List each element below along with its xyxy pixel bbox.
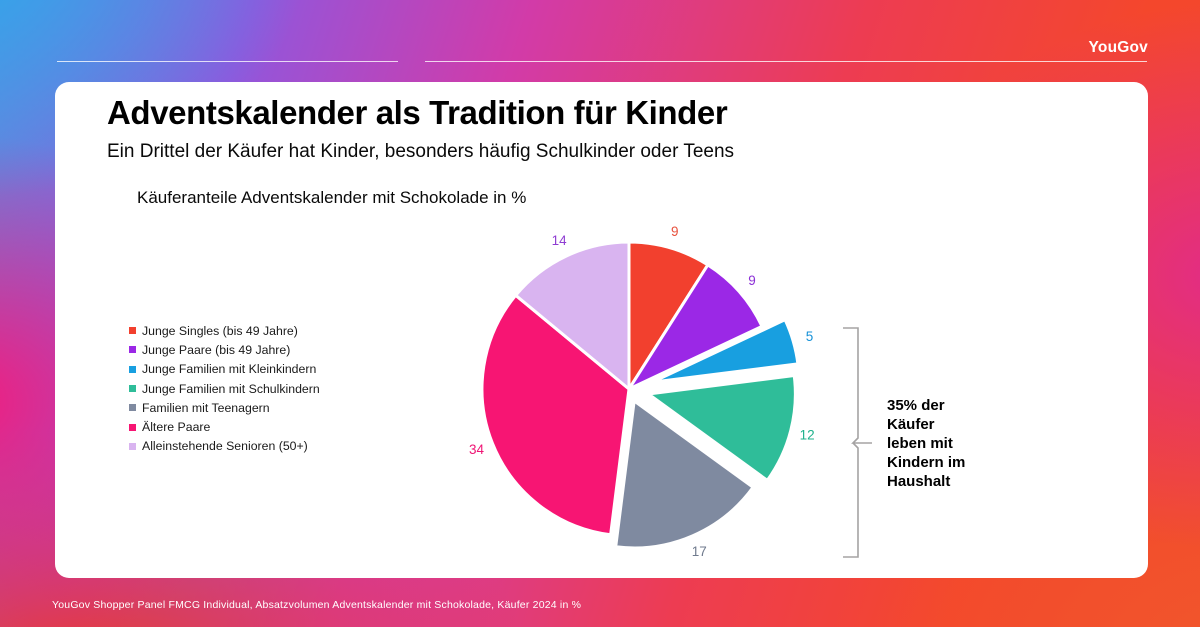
header-divider-left — [57, 61, 398, 62]
legend-label: Junge Familien mit Kleinkindern — [142, 362, 317, 377]
legend-item: Junge Familien mit Schulkindern — [129, 379, 320, 398]
yougov-logo: YouGov — [1088, 39, 1148, 56]
legend-label: Familien mit Teenagern — [142, 400, 270, 415]
legend-item: Junge Familien mit Kleinkindern — [129, 360, 320, 379]
pie-slice-value: 9 — [748, 273, 756, 288]
legend-item: Familien mit Teenagern — [129, 398, 320, 417]
pie-slice-value: 14 — [552, 233, 568, 248]
legend-swatch — [129, 346, 136, 354]
pie-slice — [627, 240, 710, 395]
source-note: YouGov Shopper Panel FMCG Individual, Ab… — [52, 599, 582, 611]
legend-item: Junge Singles (bis 49 Jahre) — [129, 321, 320, 340]
legend-label: Junge Paare (bis 49 Jahre) — [142, 342, 291, 357]
legend-swatch — [129, 385, 136, 393]
content-card: Adventskalender als Tradition für Kinder… — [55, 82, 1148, 578]
pie-slice — [513, 240, 631, 393]
pie-slice — [624, 262, 764, 393]
legend-swatch — [129, 423, 136, 431]
pie-slice — [614, 398, 756, 550]
legend-label: Alleinstehende Senioren (50+) — [142, 439, 308, 454]
pie-slice-value: 34 — [469, 442, 485, 457]
header-divider-right — [425, 61, 1147, 62]
legend-item: Junge Paare (bis 49 Jahre) — [129, 340, 320, 359]
pie-chart-area: 9 9 5 12 17 34 14 — [420, 200, 880, 578]
brace-bracket — [843, 327, 872, 558]
pie-chart: 9 9 5 12 17 34 14 — [469, 224, 815, 559]
pie-slice-value: 9 — [671, 224, 679, 239]
pie-slice-value: 12 — [800, 427, 815, 442]
legend-label: Ältere Paare — [142, 420, 211, 435]
pie-slice — [651, 317, 800, 384]
legend-label: Junge Singles (bis 49 Jahre) — [142, 323, 298, 338]
pie-slice — [480, 293, 631, 537]
legend-swatch — [129, 442, 136, 450]
pie-slice-value: 5 — [806, 329, 814, 344]
legend-swatch — [129, 365, 136, 373]
legend-swatch — [129, 327, 136, 335]
legend-item: Alleinstehende Senioren (50+) — [129, 437, 320, 456]
legend-label: Junge Familien mit Schulkindern — [142, 381, 320, 396]
brace-path — [843, 327, 872, 558]
pie-slice-value: 17 — [692, 544, 707, 559]
page-title: Adventskalender als Tradition für Kinder — [107, 94, 728, 131]
annotation-text: 35% der Käufer leben mit Kindern im Haus… — [887, 397, 966, 490]
legend-swatch — [129, 404, 136, 412]
legend-item: Ältere Paare — [129, 417, 320, 436]
chart-legend: Junge Singles (bis 49 Jahre) Junge Paare … — [129, 321, 320, 456]
pie-slice — [644, 373, 797, 483]
page-subtitle: Ein Drittel der Käufer hat Kinder, beson… — [107, 141, 735, 162]
chart-title: Käuferanteile Adventskalender mit Schoko… — [137, 188, 527, 207]
